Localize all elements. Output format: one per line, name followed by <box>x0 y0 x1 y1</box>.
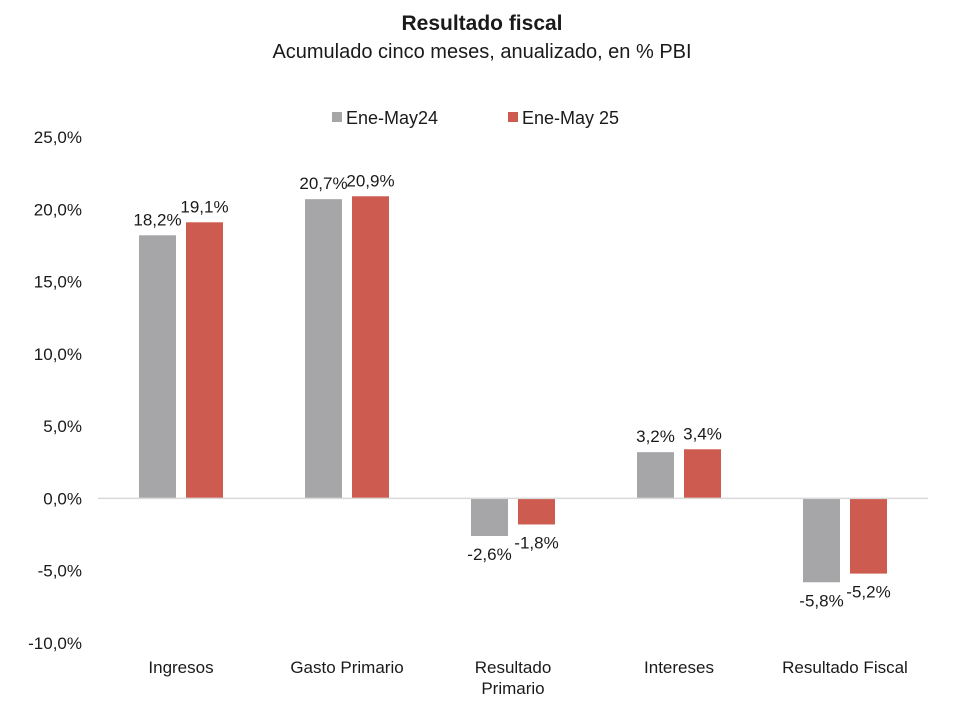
bar-ene-may24 <box>139 235 176 499</box>
data-label: 3,2% <box>636 427 675 446</box>
data-label: 3,4% <box>683 424 722 443</box>
x-axis: Ingresos Gasto Primario Resultado Primario I… <box>148 658 907 698</box>
x-tick-label: Resultado Fiscal <box>782 658 908 677</box>
data-label: -1,8% <box>514 533 558 552</box>
y-tick-label: 25,0% <box>34 128 82 147</box>
data-label: 20,7% <box>299 174 347 193</box>
y-tick-label: 5,0% <box>43 417 82 436</box>
data-label: -5,2% <box>846 583 890 602</box>
bar-ene-may24 <box>803 498 840 583</box>
legend: Ene-May24 Ene-May 25 <box>332 108 619 128</box>
bar-ene-may25 <box>684 449 721 499</box>
bar-ene-may25 <box>850 498 887 574</box>
bar-ene-may24 <box>471 498 508 537</box>
x-tick-label: Ingresos <box>148 658 213 677</box>
x-tick-label: Primario <box>481 679 544 698</box>
x-tick-label: Resultado <box>475 658 552 677</box>
bar-ene-may24 <box>305 199 342 499</box>
data-label: -5,8% <box>799 591 843 610</box>
x-tick-label: Gasto Primario <box>290 658 403 677</box>
bar-ene-may25 <box>518 498 555 525</box>
data-label: 19,1% <box>180 197 228 216</box>
chart-subtitle: Acumulado cinco meses, anualizado, en % … <box>272 41 692 63</box>
bar-ene-may25 <box>352 196 389 499</box>
y-tick-label: 0,0% <box>43 489 82 508</box>
legend-label: Ene-May 25 <box>522 108 619 128</box>
data-label: 20,9% <box>346 171 394 190</box>
legend-swatch <box>508 112 518 122</box>
y-tick-label: 20,0% <box>34 200 82 219</box>
legend-label: Ene-May24 <box>346 108 438 128</box>
data-label: -2,6% <box>467 545 511 564</box>
chart-title: Resultado fiscal <box>401 12 563 35</box>
bar-ene-may25 <box>186 222 223 499</box>
bars: 18,2% 20,7% -2,6% 3,2% -5,8% 19,1% 20,9% -1,8% 3… <box>133 171 890 610</box>
y-axis: 25,0% 20,0% 15,0% 10,0% 5,0% 0,0% -5,0% -10,0% <box>28 128 82 653</box>
x-tick-label: Intereses <box>644 658 714 677</box>
y-tick-label: -10,0% <box>28 634 82 653</box>
legend-swatch <box>332 112 342 122</box>
y-tick-label: -5,0% <box>38 562 82 581</box>
data-label: 18,2% <box>133 210 181 229</box>
y-tick-label: 10,0% <box>34 345 82 364</box>
bar-ene-may24 <box>637 452 674 499</box>
y-tick-label: 15,0% <box>34 273 82 292</box>
